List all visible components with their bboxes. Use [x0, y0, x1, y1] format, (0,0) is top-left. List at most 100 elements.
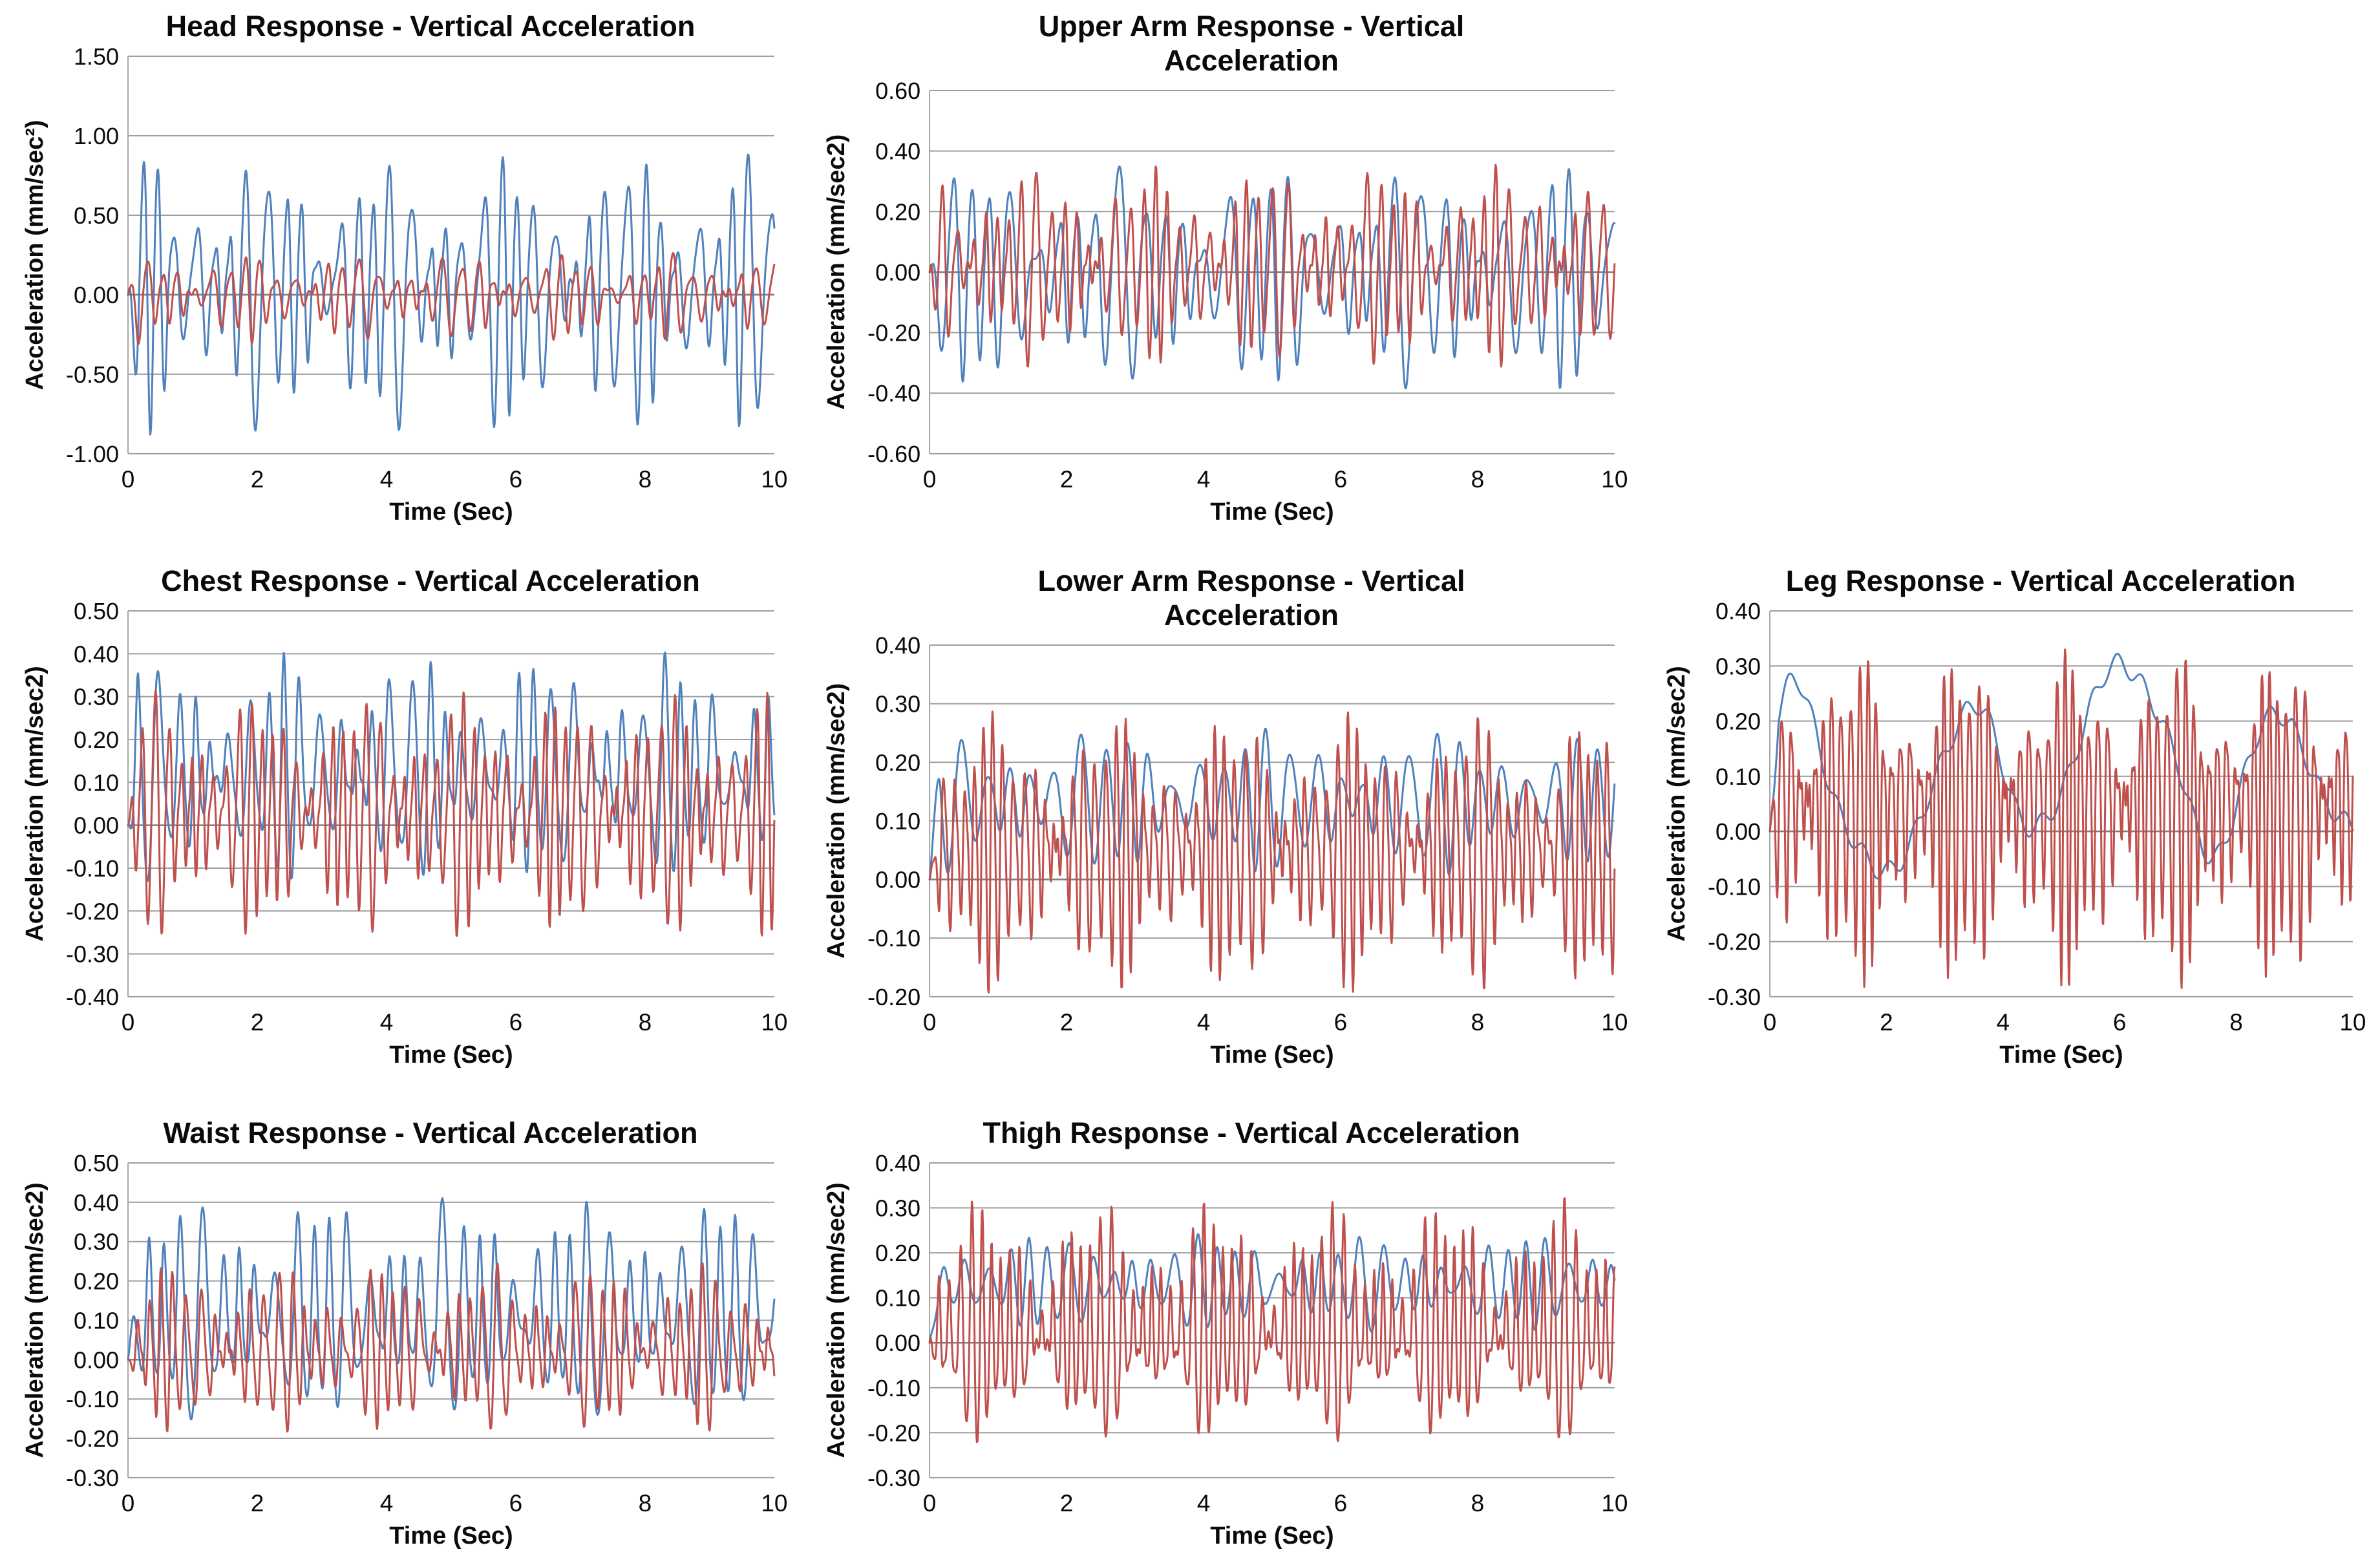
y-tick-label: 0.30: [1716, 653, 1761, 679]
y-tick-label: 0.50: [74, 601, 119, 624]
x-axis-label: Time (Sec): [389, 498, 513, 526]
x-tick-label: 2: [1060, 466, 1074, 493]
head-plot: 1.50 1.00 0.50 0.00 -0.50 -1.000 2 4 6 8 10 Acceler…: [21, 46, 787, 526]
y-tick-label: -0.40: [867, 380, 920, 407]
x-tick-label: 6: [1334, 1490, 1348, 1517]
x-tick-label: 8: [639, 1009, 652, 1036]
x-tick-label: 10: [1601, 1009, 1628, 1036]
x-tick-label: 10: [1601, 466, 1628, 493]
y-tick-label: 0.30: [74, 1229, 119, 1255]
chart-title-line: Upper Arm Response - Vertical: [1038, 10, 1465, 43]
y-tick-label: 0.30: [74, 684, 119, 710]
y-tick-label: 0.10: [74, 769, 119, 796]
y-tick-label: -0.60: [867, 441, 920, 467]
y-tick-label: 0.10: [875, 808, 920, 835]
chart-title-line: Waist Response - Vertical Acceleration: [163, 1116, 698, 1149]
cell-head-chart: Head Response - Vertical Acceleration 1.5…: [0, 0, 802, 530]
y-tick-label: -0.20: [66, 1425, 119, 1452]
head-series-1-line: [127, 153, 776, 436]
chart-title: Head Response - Vertical Acceleration: [94, 9, 767, 43]
y-axis-label: Acceleration (mm/sec²): [21, 120, 48, 390]
y-tick-label: 0.00: [74, 282, 119, 308]
thigh-series-1-line: [928, 1233, 1616, 1344]
head-series-2-line: [127, 252, 776, 345]
thigh-series-2-line: [928, 1197, 1616, 1443]
x-tick-label: 4: [380, 466, 394, 493]
x-axis-label: Time (Sec): [1999, 1041, 2123, 1069]
y-tick-label: -0.10: [867, 1375, 920, 1401]
x-tick-label: 4: [1197, 1490, 1211, 1517]
x-tick-label: 6: [509, 1490, 523, 1517]
x-axis-label: Time (Sec): [1210, 1041, 1333, 1069]
cell-chest-chart: Chest Response - Vertical Acceleration 0.…: [0, 530, 802, 1073]
x-tick-label: 6: [509, 466, 523, 493]
x-tick-label: 2: [1060, 1490, 1074, 1517]
y-tick-label: 0.20: [875, 749, 920, 776]
y-tick-label: 0.20: [74, 727, 119, 753]
x-tick-label: 0: [122, 1490, 135, 1517]
chart-title-line: Head Response - Vertical Acceleration: [165, 10, 696, 43]
y-tick-label: -0.10: [1708, 873, 1761, 900]
y-tick-label: -0.20: [867, 320, 920, 346]
y-tick-label: 0.30: [875, 1195, 920, 1222]
x-tick-label: 2: [251, 1009, 264, 1036]
lower-arm-series-2-line: [928, 710, 1616, 994]
y-tick-label: -0.20: [66, 898, 119, 924]
cell-waist-chart: Waist Response - Vertical Acceleration 0.…: [0, 1073, 802, 1554]
waist-series-1-line: [127, 1197, 776, 1421]
chart-title-line: Thigh Response - Vertical Acceleration: [983, 1116, 1520, 1149]
y-tick-label: 0.00: [875, 867, 920, 893]
upper-arm-chart: Upper Arm Response - Vertical Acceleratio…: [818, 9, 1633, 530]
waist-chart: Waist Response - Vertical Acceleration 0.…: [17, 1116, 792, 1554]
y-tick-label: 0.20: [875, 1240, 920, 1266]
x-tick-label: 8: [639, 466, 652, 493]
chart-title: Thigh Response - Vertical Acceleration: [896, 1116, 1607, 1150]
empty-cell: [1642, 0, 2380, 530]
x-tick-label: 10: [761, 1490, 787, 1517]
x-tick-label: 0: [122, 466, 135, 493]
y-tick-label: -0.10: [867, 925, 920, 952]
x-tick-label: 0: [923, 1490, 937, 1517]
y-axis-label: Acceleration (mm/sec2): [21, 1182, 48, 1458]
x-tick-label: 8: [1471, 1009, 1485, 1036]
chart-title: Chest Response - Vertical Acceleration: [94, 564, 767, 598]
y-axis-label: Acceleration (mm/sec2): [823, 1182, 850, 1458]
chart-title-line: Lower Arm Response - Vertical: [1037, 564, 1465, 597]
y-axis-label: Acceleration (mm/sec2): [21, 666, 48, 941]
y-tick-label: 0.00: [1716, 818, 1761, 845]
y-tick-label: -0.20: [867, 984, 920, 1010]
cell-lower-arm-chart: Lower Arm Response - Vertical Acceleratio…: [802, 530, 1642, 1073]
y-tick-label: 0.40: [875, 1153, 920, 1176]
x-tick-label: 4: [380, 1009, 394, 1036]
y-tick-label: -0.50: [66, 361, 119, 388]
y-tick-label: -0.10: [66, 855, 119, 882]
chart-title-line: Acceleration: [1163, 599, 1339, 632]
y-tick-label: -0.40: [66, 984, 119, 1010]
y-tick-label: -0.20: [867, 1420, 920, 1446]
y-tick-label: -0.30: [1708, 984, 1761, 1010]
y-axis-label: Acceleration (mm/sec2): [1663, 666, 1690, 941]
y-axis-label: Acceleration (mm/sec2): [823, 683, 850, 959]
y-tick-label: 0.40: [875, 138, 920, 165]
y-tick-label: -0.30: [66, 941, 119, 968]
cell-leg-chart: Leg Response - Vertical Acceleration 0.40…: [1642, 530, 2380, 1073]
x-tick-label: 8: [1471, 1490, 1485, 1517]
y-tick-label: 0.40: [1716, 601, 1761, 624]
x-tick-label: 4: [1197, 1009, 1211, 1036]
x-tick-label: 6: [1334, 466, 1348, 493]
x-tick-label: 0: [122, 1009, 135, 1036]
x-axis-label: Time (Sec): [1210, 1522, 1333, 1549]
x-tick-label: 6: [2113, 1009, 2127, 1036]
x-axis-label: Time (Sec): [1210, 498, 1333, 526]
chest-chart: Chest Response - Vertical Acceleration 0.…: [17, 564, 792, 1073]
x-tick-label: 2: [1880, 1009, 1893, 1036]
y-tick-label: 1.00: [74, 123, 119, 149]
cell-upper-arm-chart: Upper Arm Response - Vertical Acceleratio…: [802, 0, 1642, 530]
x-tick-label: 10: [761, 466, 787, 493]
x-tick-label: 8: [1471, 466, 1485, 493]
x-tick-label: 2: [251, 1490, 264, 1517]
x-tick-label: 8: [2229, 1009, 2243, 1036]
chart-title-line: Chest Response - Vertical Acceleration: [161, 564, 700, 597]
chart-title-line: Leg Response - Vertical Acceleration: [1785, 564, 2296, 597]
